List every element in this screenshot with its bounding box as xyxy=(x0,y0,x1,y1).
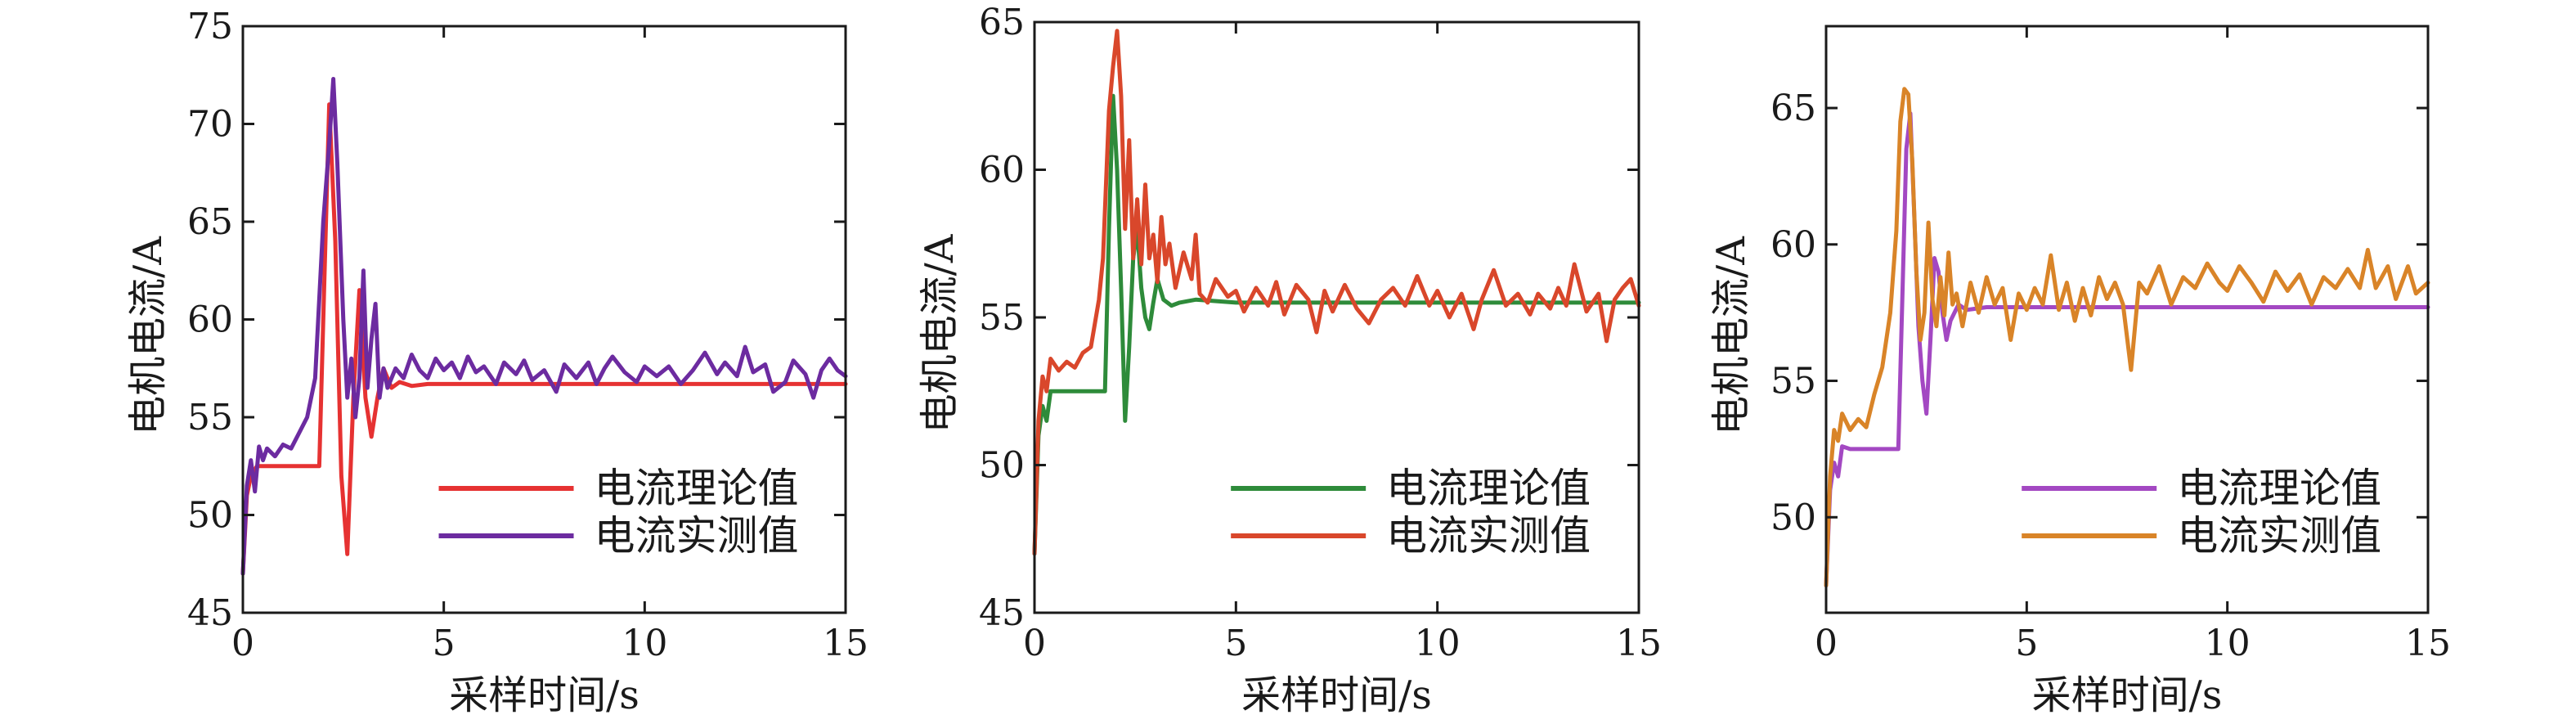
x-axis-title: 采样时间/s xyxy=(2032,672,2223,718)
x-tick-label: 10 xyxy=(1415,623,1461,664)
y-tick-label: 50 xyxy=(187,495,233,537)
series-line-2 xyxy=(240,77,848,576)
chart-panel-1: 0 5 10 15 45 50 55 60 65 70 75 采样时间/s 电机电流/A 电流理论值电流实… xyxy=(125,6,868,718)
y-tick-label: 45 xyxy=(187,592,233,634)
legend-label-1: 电流理论值 xyxy=(595,465,799,512)
x-tick-label: 0 xyxy=(1023,623,1046,664)
legend-label-2: 电流实测值 xyxy=(1386,512,1591,560)
series-line-1 xyxy=(1032,93,1641,556)
x-axis-title: 采样时间/s xyxy=(1241,672,1432,718)
x-tick-label: 15 xyxy=(1616,623,1662,664)
y-tick-label: 75 xyxy=(187,6,233,47)
x-tick-label: 5 xyxy=(2015,623,2038,664)
x-tick-label: 5 xyxy=(433,623,456,664)
y-tick-label: 65 xyxy=(979,2,1025,43)
x-tick-label: 5 xyxy=(1224,623,1247,664)
plot-frame xyxy=(1824,25,2430,614)
y-tick-label: 55 xyxy=(1770,361,1816,402)
x-tick-label: 0 xyxy=(1815,623,1838,664)
y-axis-title: 电机电流/A xyxy=(125,236,171,435)
y-tick-label: 70 xyxy=(187,104,233,146)
y-tick-label: 50 xyxy=(1770,497,1816,538)
series-line-1 xyxy=(240,102,848,576)
x-axis-title: 采样时间/s xyxy=(449,672,640,718)
y-tick-label: 60 xyxy=(979,150,1025,191)
y-tick-label: 55 xyxy=(187,397,233,438)
y-tick-label: 60 xyxy=(1770,224,1816,266)
legend-label-2: 电流实测值 xyxy=(2177,512,2381,560)
x-tick-label: 15 xyxy=(2405,623,2451,664)
x-tick-label: 15 xyxy=(823,623,868,664)
series-line-2 xyxy=(1032,29,1641,556)
series-line-2 xyxy=(1824,87,2430,588)
y-tick-label: 60 xyxy=(187,299,233,341)
legend-label-1: 电流理论值 xyxy=(2177,465,2381,512)
y-axis-title: 电机电流/A xyxy=(1708,236,1754,435)
legend-label-2: 电流实测值 xyxy=(595,512,799,560)
x-tick-label: 0 xyxy=(231,623,254,664)
y-tick-label: 65 xyxy=(187,201,233,243)
x-tick-label: 10 xyxy=(2205,623,2251,664)
y-tick-label: 50 xyxy=(979,445,1025,487)
legend-label-1: 电流理论值 xyxy=(1386,465,1591,512)
x-tick-label: 10 xyxy=(622,623,667,664)
y-tick-label: 65 xyxy=(1770,88,1816,129)
y-axis-title: 电机电流/A xyxy=(917,233,963,433)
y-tick-label: 55 xyxy=(979,297,1025,339)
y-tick-label: 45 xyxy=(979,592,1025,634)
